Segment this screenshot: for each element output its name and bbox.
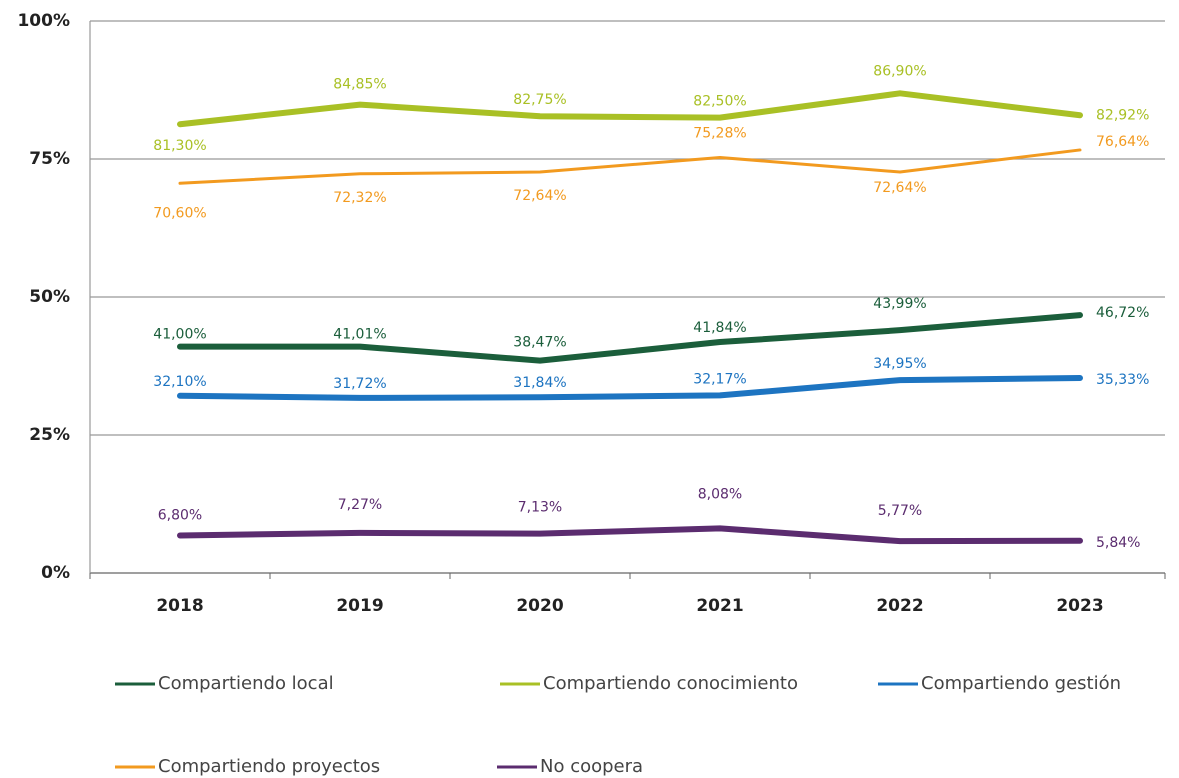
legend-label: Compartiendo conocimiento xyxy=(543,673,798,694)
data-label: 31,72% xyxy=(333,376,386,392)
y-tick-label: 75% xyxy=(29,149,70,169)
y-tick-label: 50% xyxy=(29,287,70,307)
data-label: 32,17% xyxy=(693,371,746,387)
data-label: 82,92% xyxy=(1096,107,1149,123)
data-label: 5,77% xyxy=(878,503,922,519)
x-tick-label: 2018 xyxy=(156,596,203,616)
series-line xyxy=(177,374,1083,401)
y-tick-label: 100% xyxy=(17,11,70,31)
x-tick-label: 2021 xyxy=(696,596,743,616)
series-line xyxy=(177,90,1083,128)
data-label: 41,84% xyxy=(693,320,746,336)
data-label: 43,99% xyxy=(873,296,926,312)
series-line xyxy=(177,312,1083,364)
data-label: 84,85% xyxy=(333,77,386,93)
data-label: 75,28% xyxy=(693,125,746,141)
data-label: 32,10% xyxy=(153,374,206,390)
data-label: 82,75% xyxy=(513,92,566,108)
data-label: 72,32% xyxy=(333,190,386,206)
data-label: 34,95% xyxy=(873,356,926,372)
series-line xyxy=(177,525,1083,545)
data-label: 46,72% xyxy=(1096,305,1149,321)
data-label: 72,64% xyxy=(873,180,926,196)
data-label: 8,08% xyxy=(698,486,742,502)
series-line xyxy=(178,148,1082,185)
legend-label: Compartiendo proyectos xyxy=(158,756,380,777)
legend-label: No coopera xyxy=(540,756,643,777)
data-label: 81,30% xyxy=(153,138,206,154)
x-tick-label: 2022 xyxy=(876,596,923,616)
legend-label: Compartiendo gestión xyxy=(921,673,1121,694)
data-label: 70,60% xyxy=(153,205,206,221)
data-label: 86,90% xyxy=(873,63,926,79)
data-label: 41,00% xyxy=(153,327,206,343)
data-label: 41,01% xyxy=(333,327,386,343)
legend-label: Compartiendo local xyxy=(158,673,334,694)
data-label: 7,13% xyxy=(518,500,562,516)
x-tick-label: 2020 xyxy=(516,596,563,616)
data-label: 5,84% xyxy=(1096,535,1140,551)
data-label: 7,27% xyxy=(338,497,382,513)
y-tick-label: 25% xyxy=(29,425,70,445)
x-tick-label: 2023 xyxy=(1056,596,1103,616)
data-label: 82,50% xyxy=(693,94,746,110)
data-label: 35,33% xyxy=(1096,372,1149,388)
data-label: 38,47% xyxy=(513,335,566,351)
data-label: 76,64% xyxy=(1096,134,1149,150)
data-label: 72,64% xyxy=(513,188,566,204)
data-label: 31,84% xyxy=(513,375,566,391)
x-tick-label: 2019 xyxy=(336,596,383,616)
y-tick-label: 0% xyxy=(41,563,70,583)
data-label: 6,80% xyxy=(158,507,202,523)
